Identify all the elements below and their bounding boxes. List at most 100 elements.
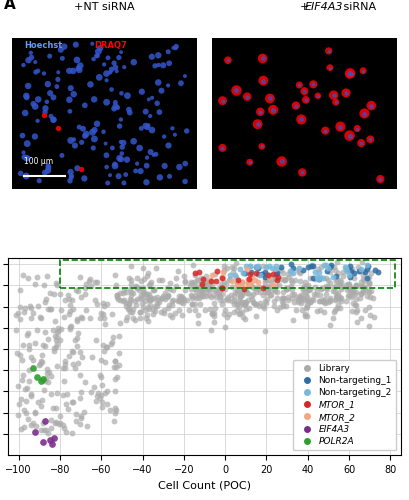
Library (169, 297, 175, 305)
Library (335, 290, 341, 298)
Library (92, 398, 99, 406)
Point (78, 165, 84, 173)
Library (349, 307, 356, 315)
Library (188, 300, 195, 308)
Library (170, 286, 176, 294)
Library (202, 277, 208, 285)
Library (181, 272, 187, 280)
Library (126, 300, 133, 308)
Point (28, 54, 35, 62)
Library (359, 282, 365, 290)
Point (22, 109, 28, 117)
Point (102, 140, 109, 147)
Point (254, 120, 261, 128)
Library (39, 340, 46, 348)
Point (121, 179, 127, 187)
Library (97, 356, 104, 364)
Library (155, 276, 162, 283)
Library (330, 314, 337, 322)
Library (360, 287, 366, 295)
Library (315, 266, 321, 274)
Point (330, 91, 337, 99)
FancyBboxPatch shape (212, 38, 397, 189)
Library (182, 278, 188, 286)
Library (209, 310, 215, 318)
Library (151, 286, 157, 294)
Library (225, 294, 231, 302)
Library (207, 304, 213, 312)
Library (47, 424, 54, 432)
Library (253, 312, 259, 320)
Library (164, 294, 170, 302)
Point (169, 124, 175, 132)
Library (135, 284, 142, 292)
Library (151, 285, 157, 293)
Point (80, 124, 86, 132)
Library (253, 284, 259, 292)
Library (22, 304, 29, 312)
Point (48, 112, 54, 120)
Point (296, 81, 303, 89)
Library (27, 390, 34, 398)
Non-targeting_2 (315, 275, 321, 283)
Point (103, 98, 110, 106)
Library (29, 309, 36, 317)
Library (357, 268, 363, 276)
Point (107, 68, 113, 76)
Library (140, 288, 147, 296)
EIF4A3 (46, 436, 53, 444)
Non-targeting_1 (327, 260, 334, 268)
Non-targeting_2 (342, 264, 348, 272)
Library (112, 387, 118, 395)
Library (87, 276, 94, 283)
Library (31, 408, 38, 416)
Library (129, 314, 136, 322)
Library (188, 290, 195, 298)
Non-targeting_2 (247, 262, 254, 270)
Library (48, 390, 54, 398)
Library (169, 302, 175, 310)
Library (104, 400, 110, 408)
Point (130, 58, 137, 66)
Library (354, 306, 361, 314)
Library (239, 289, 245, 297)
Library (331, 283, 338, 291)
Library (128, 296, 134, 304)
Point (103, 70, 110, 78)
Point (182, 160, 189, 168)
Point (112, 102, 119, 110)
Library (150, 305, 156, 313)
Library (97, 394, 103, 402)
Point (103, 151, 110, 159)
Point (260, 76, 267, 84)
Library (346, 282, 352, 290)
Library (319, 296, 326, 304)
Library (83, 306, 89, 314)
Library (273, 294, 280, 302)
Library (319, 284, 325, 292)
Non-targeting_2 (240, 269, 247, 277)
Non-targeting_2 (364, 260, 370, 268)
Library (26, 345, 32, 353)
Library (51, 344, 57, 351)
Library (338, 278, 344, 286)
Point (258, 142, 265, 150)
Library (133, 300, 139, 308)
Library (104, 386, 110, 394)
Point (170, 44, 177, 52)
Library (57, 412, 63, 420)
Library (62, 296, 68, 304)
Library (302, 288, 308, 296)
Library (98, 390, 105, 398)
Library (271, 298, 277, 306)
Point (299, 168, 306, 176)
Point (166, 172, 173, 180)
Library (245, 278, 251, 286)
Library (194, 284, 200, 292)
Library (146, 305, 152, 313)
Point (267, 94, 273, 102)
MTOR_2 (266, 274, 272, 281)
Point (104, 179, 111, 187)
MTOR_1 (275, 273, 281, 281)
Library (41, 386, 48, 394)
